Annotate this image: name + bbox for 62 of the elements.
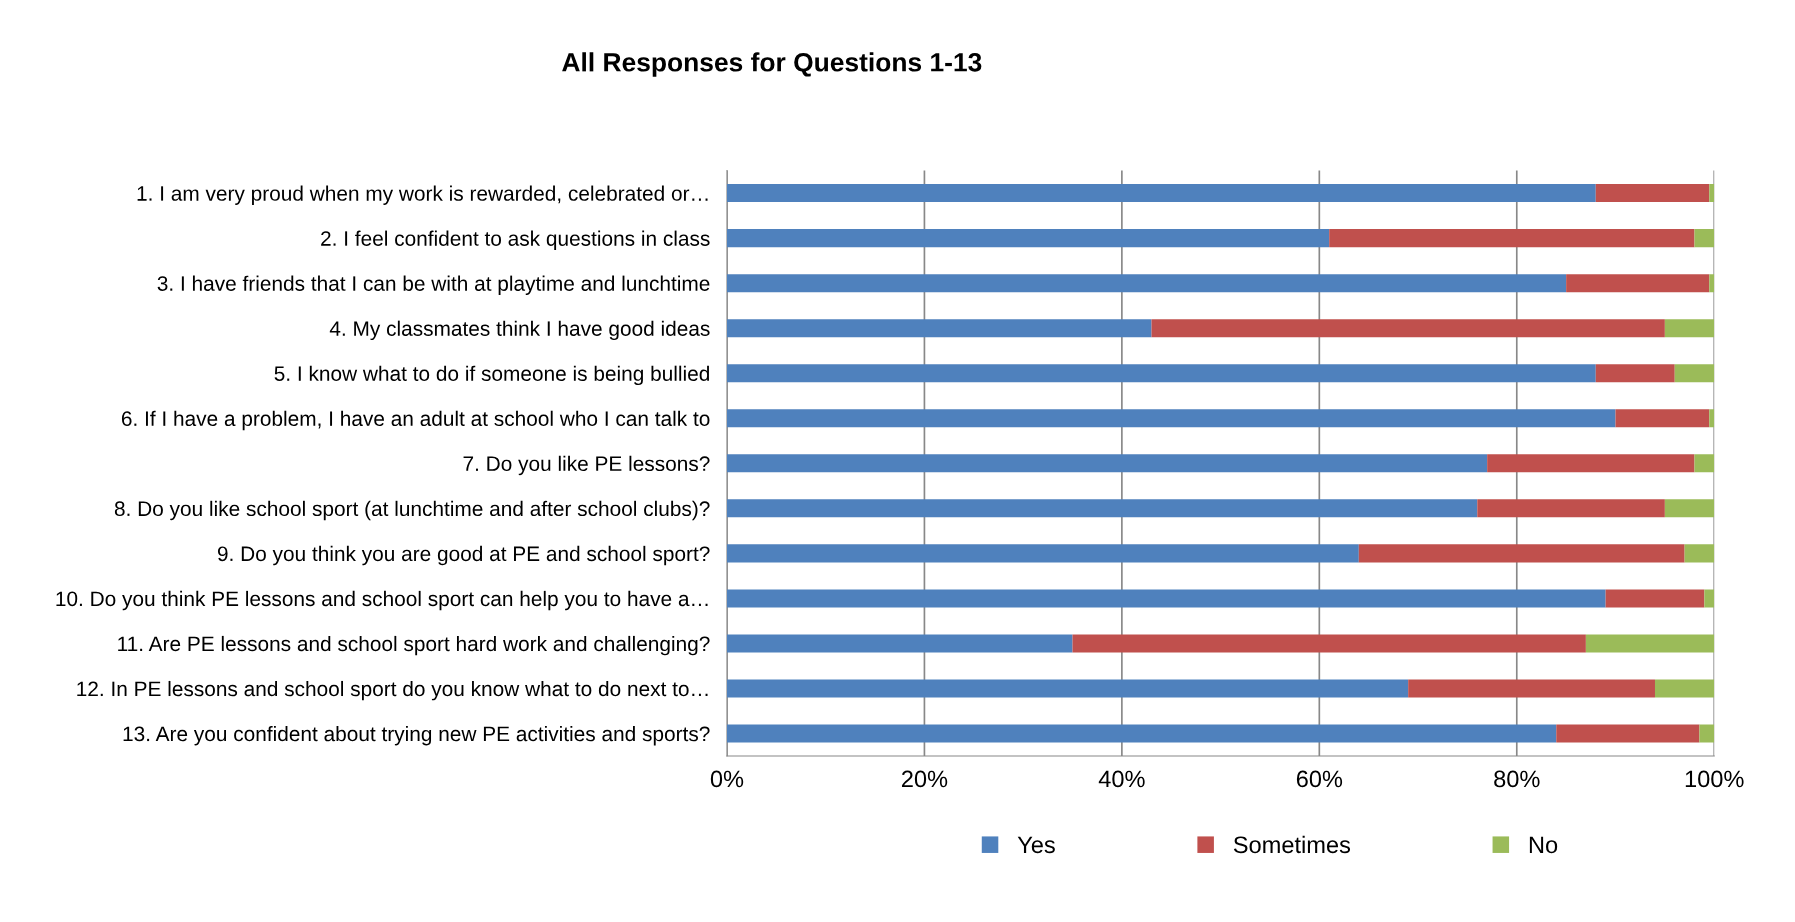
bar [1556,724,1700,743]
bar [1408,679,1655,698]
y-tick-label: 13. Are you confident about trying new PE activities and sports? [123,725,710,746]
bar [1654,679,1715,698]
bar [1566,274,1710,293]
bar [726,679,1409,698]
y-tick-label: 7. Do you like PE lessons? [463,455,710,476]
bar [726,364,1596,383]
bar [1072,634,1586,653]
bar [1694,229,1715,248]
bar [1699,724,1715,743]
bar [1477,499,1665,518]
chart-title: All Responses for Questions 1-13 [562,52,982,77]
bar [1709,274,1715,293]
bar [726,544,1359,563]
legend-label: No [1529,836,1558,854]
bar [726,634,1073,653]
bar [1674,364,1715,383]
bar [1709,184,1715,203]
bar [726,319,1152,338]
bar [1595,364,1675,383]
bar [1487,454,1695,473]
bar [1151,319,1665,338]
y-tick-label: 12. In PE lessons and school sport do you know what to do next to… [77,680,708,701]
y-tick-label: 4. My classmates think I have good ideas [329,320,710,341]
bar [726,274,1567,293]
bar [1684,544,1715,563]
y-tick-label: 10. Do you think PE lessons and school sport can help you to have a… [56,590,708,611]
bar [1704,589,1715,608]
y-tick-label: 9. Do you think you are good at PE and school sport? [217,545,710,566]
bar [1615,409,1710,428]
bar [726,589,1606,608]
y-tick-label: 8. Do you like school sport (at lunchtime and after school clubs)? [114,500,710,521]
legend-label: Yes [1017,836,1055,854]
bar [726,724,1557,743]
y-tick-label: 3. I have friends that I can be with at playtime and lunchtime [157,275,710,296]
y-tick-label: 6. If I have a problem, I have an adult at school who I can talk to [121,410,710,431]
legend-label: Sometimes [1233,835,1351,854]
bar [726,409,1616,428]
x-tick-label: 40% [1098,770,1145,788]
bar [1694,454,1715,473]
bar [1358,544,1685,563]
x-tick-label: 100% [1685,770,1744,788]
bar [726,184,1596,203]
y-tick-label: 11. Are PE lessons and school sport hard work and challenging? [118,635,710,656]
x-tick-label: 60% [1296,770,1343,788]
bar [1329,229,1695,248]
bar [1595,184,1710,203]
bar [726,499,1478,518]
bar [1709,409,1715,428]
x-tick-label: 0% [710,770,744,788]
x-tick-label: 20% [901,770,948,788]
bar [1664,499,1715,518]
x-tick-label: 80% [1494,770,1540,788]
y-tick-label: 5. I know what to do if someone is being bullied [274,365,709,386]
bar [1605,589,1705,608]
bar [1585,634,1715,653]
bar [726,229,1330,248]
bar [1664,319,1715,338]
y-tick-label: 1. I am very proud when my work is rewarded, celebrated or… [137,185,708,205]
bar [726,454,1488,473]
y-tick-label: 2. I feel confident to ask questions in class [321,230,710,250]
